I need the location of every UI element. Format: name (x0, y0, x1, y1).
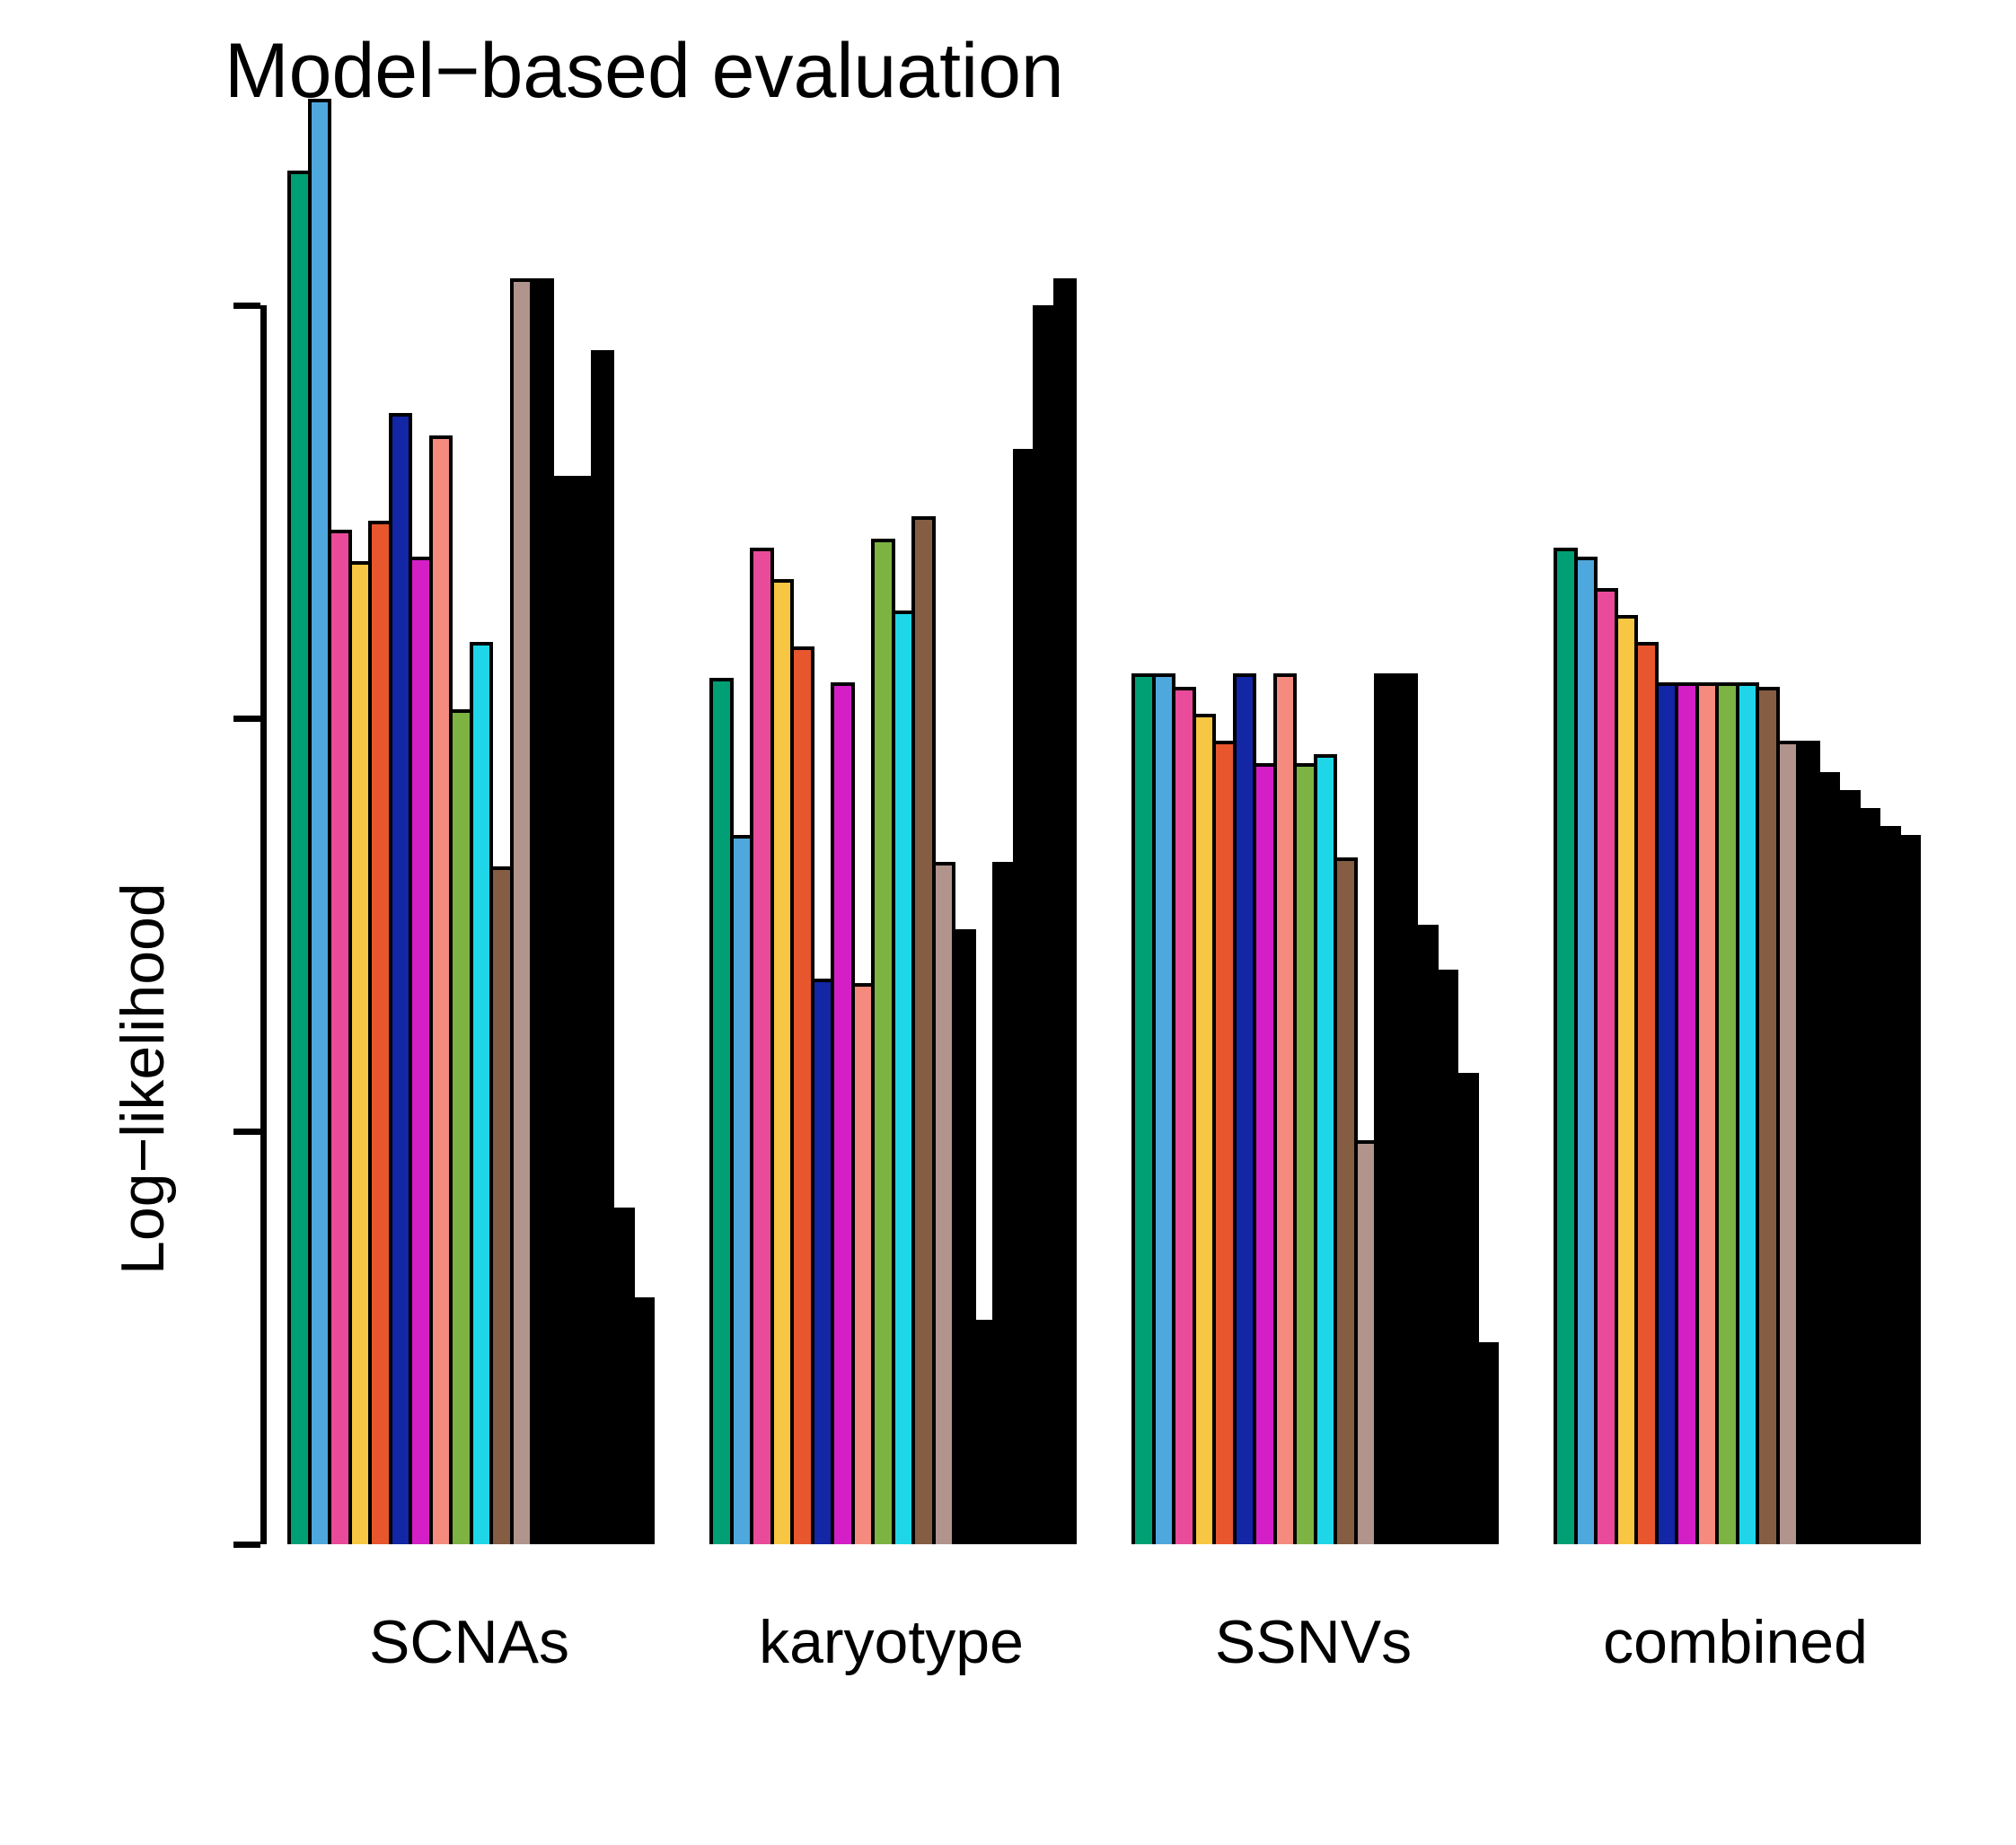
chart-title: Model−based evaluation (224, 27, 1064, 116)
group-label: SCNAs (287, 1607, 651, 1677)
y-axis-tick (233, 1542, 260, 1548)
bar (1897, 835, 1922, 1544)
y-axis-line (260, 305, 267, 1544)
group-label: combined (1554, 1607, 1917, 1677)
y-axis-label: Log−likelihood (108, 883, 178, 1275)
y-axis-tick (233, 303, 260, 309)
group-label: karyotype (709, 1607, 1073, 1677)
y-axis-tick (233, 716, 260, 722)
y-axis-tick (233, 1129, 260, 1135)
chart-container: { "chart": { "type": "bar", "title": "Mo… (0, 0, 2016, 1845)
bar (1475, 1342, 1500, 1544)
bar (631, 1297, 656, 1544)
bar (1053, 278, 1078, 1544)
plot-area: SCNAskaryotypeSSNVscombined (269, 135, 1958, 1544)
group-label: SSNVs (1131, 1607, 1495, 1677)
